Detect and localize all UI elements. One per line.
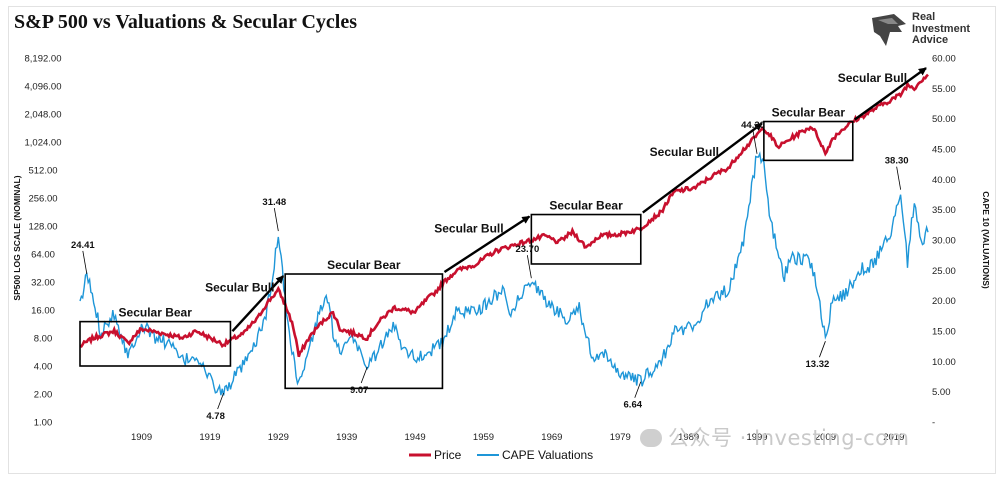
y-tick-label: 16.00 [31, 306, 55, 317]
secular-bull-label: Secular Bull [434, 221, 503, 235]
y2-tick-label: 30.00 [932, 236, 956, 247]
y2-axis-title: CAPE 10 (VALUATIONS) [981, 191, 991, 289]
secular-bear-label: Secular Bear [327, 258, 401, 272]
x-tick-label: 1979 [610, 432, 631, 443]
x-tick-label: 1909 [131, 432, 152, 443]
logo-line-3: Advice [912, 34, 949, 46]
annotation-leader [526, 255, 532, 279]
cape-value-annotation: 38.30 [885, 156, 909, 167]
wechat-icon [640, 429, 662, 447]
y-tick-label: 32.00 [31, 278, 55, 289]
price-line [79, 73, 929, 358]
y2-tick-label: 5.00 [932, 387, 951, 398]
x-tick-label: 1969 [541, 432, 562, 443]
y2-tick-label: 40.00 [932, 175, 956, 186]
annotation-leader [634, 381, 642, 398]
secular-bull-arrow [231, 275, 285, 333]
annotation-leader [360, 366, 368, 384]
y-tick-label: 2,048.00 [25, 110, 62, 121]
cape-value-annotation: 6.64 [624, 400, 643, 411]
cape-value-annotation: 9.07 [350, 385, 369, 396]
y-tick-label: 256.00 [28, 194, 57, 205]
cape-value-annotation: 24.41 [71, 240, 95, 251]
legend: Price CAPE Valuations [409, 448, 593, 462]
y-tick-label: 2.00 [34, 390, 53, 401]
secular-bull-arrow [443, 215, 531, 274]
y-axis-title: SP500 LOG SCALE (NOMINAL) [12, 175, 22, 300]
x-tick-label: 1959 [473, 432, 494, 443]
secular-bull-arrow [642, 122, 763, 214]
x-tick-label: 1949 [405, 432, 426, 443]
y2-tick-label: 20.00 [932, 296, 956, 307]
secular-bear-label: Secular Bear [549, 199, 623, 213]
y2-tick-label: 45.00 [932, 145, 956, 156]
secular-bear-label: Secular Bear [119, 306, 193, 320]
logo-line-2: Investment [912, 22, 971, 35]
cape-value-annotation: 23.70 [515, 244, 539, 255]
cape-value-annotation: 13.32 [806, 359, 830, 370]
annotation-leader [752, 130, 758, 154]
chart-title: S&P 500 vs Valuations & Secular Cycles [14, 11, 357, 33]
chart-frame [8, 6, 996, 474]
y2-tick-label: 55.00 [932, 84, 956, 95]
y-tick-label: 8.00 [34, 334, 53, 345]
annotation-leader [217, 392, 224, 410]
legend-cape-label: CAPE Valuations [502, 448, 593, 462]
secular-bear-box [284, 273, 444, 390]
secular-bull-label: Secular Bull [650, 145, 719, 159]
x-tick-label: 1939 [336, 432, 357, 443]
x-tick-label: 2009 [815, 432, 836, 443]
secular-bear-box [530, 213, 642, 265]
legend-price-label: Price [434, 448, 462, 462]
y-tick-label: 512.00 [28, 166, 57, 177]
annotation-leader [273, 207, 279, 232]
y-tick-label: 4,096.00 [25, 82, 62, 93]
y2-tick-label: 25.00 [932, 266, 956, 277]
x-tick-label: 2019 [883, 432, 904, 443]
y-tick-label: 64.00 [31, 250, 55, 261]
cape-value-annotation: 31.48 [262, 197, 286, 208]
cape-valuations-line [79, 151, 929, 396]
annotation-leader [82, 250, 88, 274]
secular-bull-label: Secular Bull [838, 71, 907, 85]
secular-bear-box [763, 120, 854, 162]
annotation-leader [896, 166, 902, 190]
secular-bull-arrow [854, 67, 927, 121]
y2-tick-label: 35.00 [932, 205, 956, 216]
watermark-text: 公众号 · Investing-com [668, 426, 910, 450]
secular-bear-label: Secular Bear [772, 106, 846, 120]
real-investment-advice-logo: Real Investment Advice [868, 10, 988, 50]
eagle-head-icon [872, 14, 906, 46]
y-tick-label: 8,192.00 [25, 54, 62, 65]
y2-tick-label: 10.00 [932, 357, 956, 368]
x-tick-label: 1989 [678, 432, 699, 443]
x-tick-label: 1929 [268, 432, 289, 443]
y2-tick-label: 60.00 [932, 54, 956, 65]
cape-value-annotation: 4.78 [206, 411, 225, 422]
watermark: 公众号 · Investing-com [640, 422, 909, 452]
y-tick-label: 1.00 [34, 418, 53, 429]
y-tick-label: 128.00 [28, 222, 57, 233]
y2-tick-label: - [932, 418, 935, 429]
x-tick-label: 1919 [199, 432, 220, 443]
y-tick-label: 1,024.00 [25, 138, 62, 149]
y2-tick-label: 50.00 [932, 114, 956, 125]
cape-value-annotation: 44.20 [741, 120, 765, 131]
annotation-leader [819, 341, 826, 358]
secular-bull-label: Secular Bull [205, 281, 274, 295]
x-tick-label: 1999 [746, 432, 767, 443]
logo-line-1: Real [912, 11, 936, 23]
secular-bear-box [79, 320, 232, 367]
y-tick-label: 4.00 [34, 362, 53, 373]
y2-tick-label: 15.00 [932, 327, 956, 338]
